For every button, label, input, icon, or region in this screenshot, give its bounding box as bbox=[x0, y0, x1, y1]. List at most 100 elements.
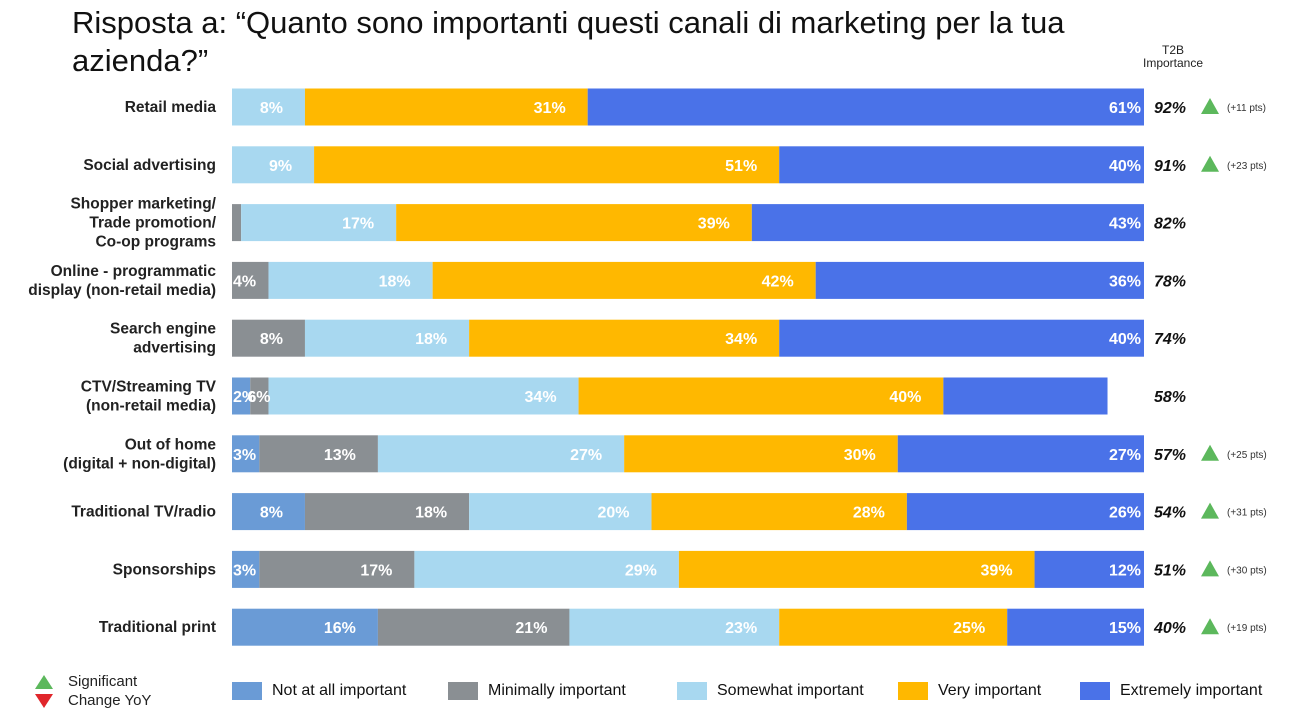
data-label: 39% bbox=[981, 562, 1013, 579]
bar-segment bbox=[578, 377, 944, 415]
bar-segment bbox=[569, 608, 780, 646]
data-label: 20% bbox=[597, 505, 629, 522]
bar-segment bbox=[396, 204, 752, 242]
data-label: 18% bbox=[379, 273, 411, 290]
bar-segment bbox=[469, 493, 652, 531]
bar-segment bbox=[304, 88, 588, 126]
category-label: Online - programmatic display (non-retail… bbox=[28, 263, 216, 299]
category-label-line: advertising bbox=[133, 340, 216, 357]
category-label: Search engine advertising bbox=[110, 321, 216, 357]
legend-item: Somewhat important bbox=[677, 682, 864, 700]
legend-label: Minimally important bbox=[488, 682, 626, 699]
bar-segment bbox=[779, 319, 1144, 357]
data-label: 9% bbox=[269, 158, 292, 175]
category-label: Traditional TV/radio bbox=[71, 504, 216, 521]
bar-segment bbox=[304, 493, 470, 531]
category-label: Social advertising bbox=[83, 157, 216, 174]
data-label: 23% bbox=[725, 620, 757, 637]
t2b-value: 51% bbox=[1154, 562, 1186, 579]
data-label: 18% bbox=[415, 331, 447, 348]
data-label: 15% bbox=[1109, 620, 1141, 637]
bar-segment bbox=[815, 261, 1144, 299]
legend-swatch bbox=[898, 682, 928, 700]
data-label: 2% bbox=[233, 389, 256, 406]
bar-segment bbox=[897, 435, 1144, 473]
data-label: 42% bbox=[762, 273, 794, 290]
bar-segment bbox=[432, 261, 816, 299]
t2b-value: 40% bbox=[1153, 620, 1186, 637]
data-label: 30% bbox=[844, 447, 876, 464]
legend-swatch bbox=[1080, 682, 1110, 700]
category-label-line: Shopper marketing/ bbox=[70, 196, 216, 213]
category-label: Retail media bbox=[125, 99, 217, 116]
bar-segment bbox=[651, 493, 907, 531]
up-triangle-icon bbox=[1201, 502, 1219, 519]
bar-segment bbox=[414, 550, 679, 588]
data-label: 18% bbox=[415, 505, 447, 522]
bar-segment bbox=[624, 435, 898, 473]
yoy-change-label: (+23 pts) bbox=[1227, 161, 1267, 172]
bar-segment bbox=[314, 146, 780, 184]
legend-item: Minimally important bbox=[448, 682, 626, 700]
t2b-value: 57% bbox=[1154, 447, 1186, 464]
category-label-line: Sponsorships bbox=[113, 561, 216, 578]
data-label: 27% bbox=[570, 447, 602, 464]
data-label: 31% bbox=[534, 100, 566, 117]
bar-segment bbox=[232, 435, 260, 473]
legend-swatch bbox=[448, 682, 478, 700]
data-label: 6% bbox=[247, 389, 270, 406]
data-label: 4% bbox=[233, 273, 256, 290]
legend-item: Very important bbox=[898, 682, 1041, 700]
bar-segment bbox=[678, 550, 1035, 588]
bar-segment bbox=[259, 435, 378, 473]
yoy-change-label: (+31 pts) bbox=[1227, 508, 1267, 519]
significance-legend-line1: Significant bbox=[68, 673, 138, 690]
category-label-line: display (non-retail media) bbox=[28, 282, 216, 299]
category-label-line: Retail media bbox=[125, 99, 217, 116]
category-label-line: Trade promotion/ bbox=[89, 215, 216, 232]
t2b-value: 74% bbox=[1154, 331, 1186, 348]
up-triangle-icon bbox=[1201, 444, 1219, 461]
data-label: 51% bbox=[725, 158, 757, 175]
bar-segment bbox=[232, 608, 378, 646]
stacked-bar-chart: Retail media 8% 31% 61% 92% (+11 pts) Social a… bbox=[28, 88, 1267, 646]
bar-segment bbox=[751, 204, 1144, 242]
bar-segment bbox=[377, 435, 625, 473]
data-label: 18% bbox=[1109, 389, 1141, 406]
up-triangle-icon bbox=[1201, 155, 1219, 172]
bar-segment bbox=[1007, 608, 1144, 646]
data-label: 13% bbox=[324, 447, 356, 464]
significance-arrows bbox=[35, 675, 53, 708]
data-label: 3% bbox=[233, 447, 256, 464]
significance-legend: Significant Change YoY bbox=[34, 673, 214, 717]
data-label: 40% bbox=[889, 389, 921, 406]
data-label: 3% bbox=[233, 562, 256, 579]
bar-segment bbox=[587, 88, 1144, 126]
bar-segment bbox=[268, 261, 433, 299]
chart-title: Risposta a: “Quanto sono importanti ques… bbox=[72, 5, 1065, 78]
category-label: Sponsorships bbox=[113, 561, 216, 578]
t2b-value: 78% bbox=[1154, 273, 1186, 290]
yoy-change-label: (+11 pts) bbox=[1227, 103, 1266, 114]
up-triangle-icon bbox=[1201, 618, 1219, 635]
legend-swatch bbox=[677, 682, 707, 700]
yoy-change-label: (+19 pts) bbox=[1227, 623, 1267, 634]
up-triangle-icon bbox=[35, 675, 53, 689]
t2b-header-line1: T2B bbox=[1161, 43, 1184, 57]
category-label-line: Online - programmatic bbox=[51, 263, 217, 280]
category-label-line: (digital + non-digital) bbox=[63, 455, 216, 472]
bar-segment bbox=[1034, 550, 1144, 588]
data-label: 8% bbox=[260, 331, 283, 348]
bar-segment bbox=[779, 608, 1008, 646]
t2b-header-line2: Importance bbox=[1142, 56, 1204, 70]
t2b-value: 58% bbox=[1154, 389, 1186, 406]
bar-segment bbox=[906, 493, 1144, 531]
yoy-change-label: (+25 pts) bbox=[1227, 450, 1267, 461]
bar-segment bbox=[469, 319, 780, 357]
legend-label: Very important bbox=[938, 682, 1042, 699]
category-label: Shopper marketing/Trade promotion/Co-op … bbox=[70, 196, 216, 251]
bar-segment bbox=[232, 550, 260, 588]
bar-segment bbox=[232, 493, 305, 531]
up-triangle-icon bbox=[1201, 560, 1219, 577]
bar-segment bbox=[250, 377, 269, 415]
